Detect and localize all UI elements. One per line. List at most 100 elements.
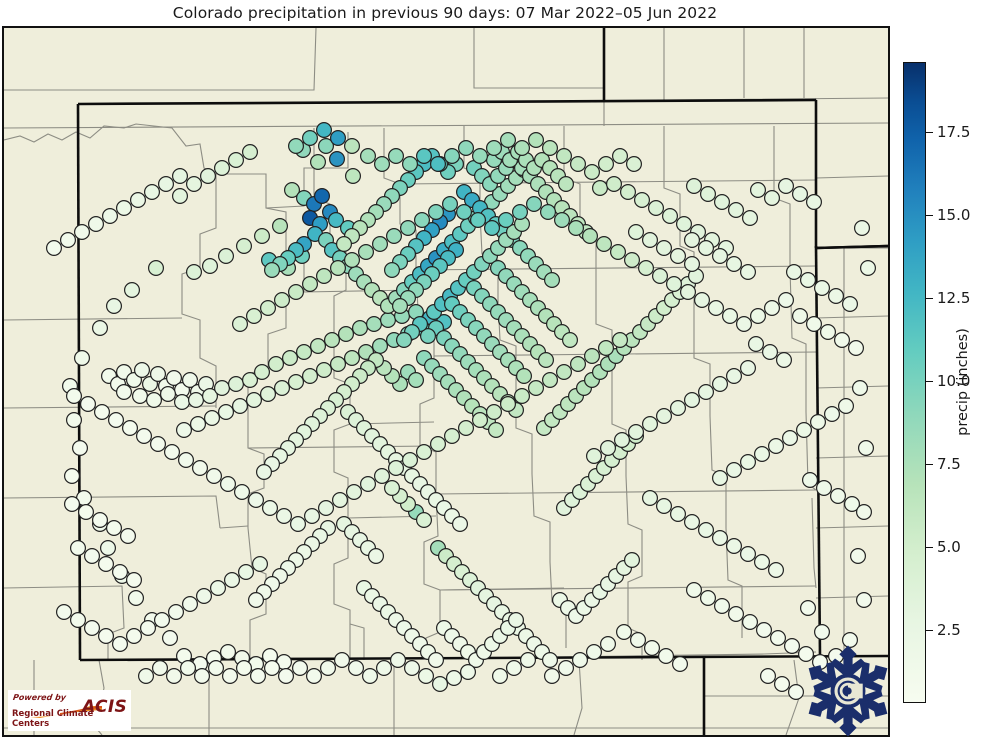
station-marker bbox=[123, 282, 140, 299]
station-marker bbox=[741, 210, 758, 227]
station-marker bbox=[693, 292, 710, 309]
station-marker bbox=[306, 667, 323, 684]
station-marker bbox=[310, 153, 327, 170]
station-marker bbox=[741, 613, 758, 630]
station-marker bbox=[330, 260, 347, 277]
station-marker bbox=[360, 147, 377, 164]
station-marker bbox=[444, 428, 461, 445]
station-marker bbox=[452, 516, 469, 533]
station-marker bbox=[158, 176, 175, 193]
station-marker bbox=[55, 603, 72, 620]
station-marker bbox=[777, 292, 794, 309]
station-marker bbox=[721, 308, 738, 325]
station-marker bbox=[492, 667, 509, 684]
station-marker bbox=[527, 380, 544, 397]
station-marker bbox=[324, 332, 341, 349]
acis-logo[interactable]: Powered by ACIS Regional Climate Centers bbox=[8, 690, 131, 731]
station-marker bbox=[571, 651, 588, 668]
station-marker bbox=[615, 623, 632, 640]
station-marker bbox=[420, 328, 437, 345]
station-marker bbox=[514, 139, 531, 156]
station-marker bbox=[160, 386, 177, 403]
station-marker bbox=[537, 352, 554, 369]
station-marker bbox=[500, 131, 517, 148]
station-marker bbox=[138, 667, 155, 684]
station-marker bbox=[725, 462, 742, 479]
station-marker bbox=[488, 422, 505, 439]
station-marker bbox=[302, 276, 319, 293]
station-marker bbox=[69, 539, 86, 556]
station-marker bbox=[358, 244, 375, 261]
station-marker bbox=[725, 256, 742, 273]
station-marker bbox=[63, 496, 80, 513]
station-marker bbox=[330, 129, 347, 146]
station-marker bbox=[855, 504, 872, 521]
station-marker bbox=[318, 500, 335, 517]
station-marker bbox=[59, 232, 76, 249]
station-marker bbox=[127, 589, 144, 606]
station-marker bbox=[368, 547, 385, 564]
page-title: Colorado precipitation in previous 90 da… bbox=[172, 4, 718, 22]
station-marker bbox=[727, 605, 744, 622]
station-marker bbox=[707, 300, 724, 317]
station-marker bbox=[819, 324, 836, 341]
station-marker bbox=[591, 180, 608, 197]
station-marker bbox=[791, 308, 808, 325]
station-marker bbox=[857, 440, 874, 457]
map-panel bbox=[2, 26, 890, 737]
station-marker bbox=[344, 137, 361, 154]
station-marker bbox=[597, 340, 614, 357]
station-marker bbox=[182, 595, 199, 612]
station-marker bbox=[210, 579, 227, 596]
station-marker bbox=[553, 212, 570, 229]
station-marker bbox=[657, 647, 674, 664]
station-marker bbox=[296, 344, 313, 361]
colorbar-tick-label: 17.5 bbox=[937, 122, 971, 141]
station-marker bbox=[150, 436, 167, 453]
station-marker bbox=[329, 150, 346, 167]
snowflake-c-icon[interactable] bbox=[802, 645, 894, 737]
station-marker bbox=[234, 484, 251, 501]
station-marker bbox=[428, 204, 445, 221]
station-marker bbox=[713, 597, 730, 614]
station-marker bbox=[97, 627, 114, 644]
station-marker bbox=[456, 204, 473, 221]
station-marker bbox=[182, 372, 199, 389]
station-marker bbox=[675, 216, 692, 233]
station-marker bbox=[627, 224, 644, 241]
station-marker bbox=[302, 368, 319, 385]
station-marker bbox=[264, 659, 281, 676]
station-marker bbox=[278, 667, 295, 684]
station-marker bbox=[162, 629, 179, 646]
station-marker bbox=[316, 121, 333, 138]
station-marker bbox=[220, 643, 237, 660]
acis-powered-by: Powered by bbox=[12, 693, 67, 702]
station-marker bbox=[314, 188, 331, 205]
station-marker bbox=[260, 386, 277, 403]
station-marker bbox=[697, 522, 714, 539]
station-marker bbox=[125, 627, 142, 644]
station-marker bbox=[512, 204, 529, 221]
station-marker bbox=[73, 224, 90, 241]
station-marker bbox=[202, 388, 219, 405]
station-marker bbox=[396, 332, 413, 349]
station-marker bbox=[739, 454, 756, 471]
colorbar-tick-label: 12.5 bbox=[937, 288, 971, 307]
station-marker bbox=[304, 508, 321, 525]
station-marker bbox=[250, 667, 267, 684]
map-graphic bbox=[4, 28, 888, 735]
station-marker bbox=[150, 366, 167, 383]
station-marker bbox=[45, 240, 62, 257]
station-marker bbox=[486, 139, 503, 156]
station-marker bbox=[801, 472, 818, 489]
station-marker bbox=[388, 460, 405, 477]
station-marker bbox=[669, 400, 686, 417]
station-marker bbox=[91, 320, 108, 337]
station-marker bbox=[508, 611, 525, 628]
station-marker bbox=[284, 182, 301, 199]
station-marker bbox=[671, 655, 688, 672]
acis-subtitle: Regional Climate Centers bbox=[12, 709, 94, 729]
station-marker bbox=[611, 147, 628, 164]
station-marker bbox=[101, 208, 118, 225]
station-marker bbox=[344, 252, 361, 269]
